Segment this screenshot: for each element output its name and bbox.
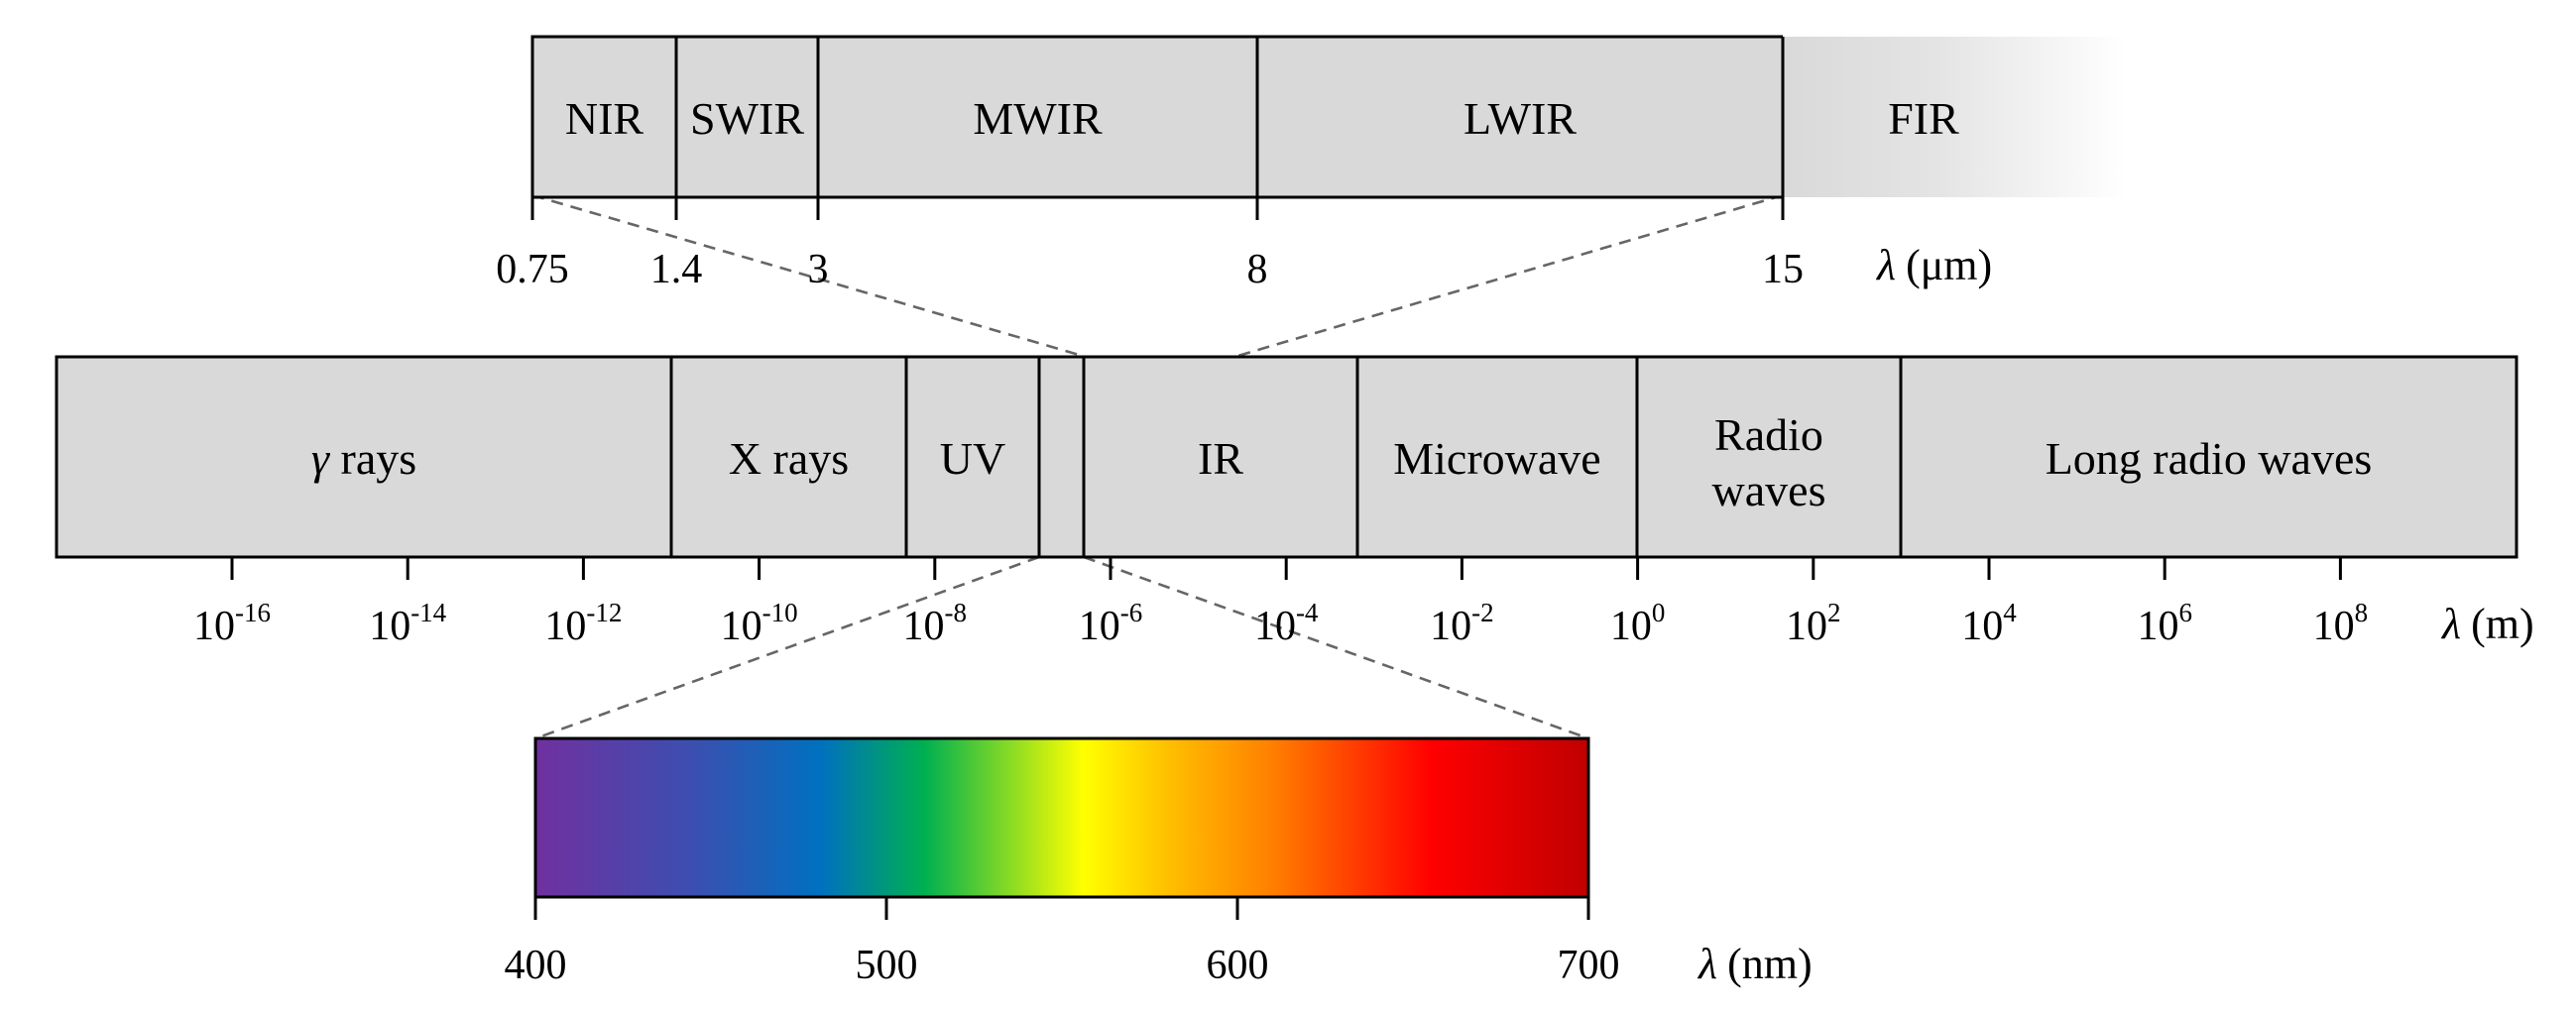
visible-tick-label: 700: [1558, 943, 1620, 988]
tick-exponent: -4: [1296, 598, 1319, 627]
spectrum-tick-label: 10-10: [721, 598, 798, 649]
spectrum-axis-unit: λ (m): [2440, 600, 2534, 648]
gamma-rays-text: rays: [329, 433, 416, 484]
tick-base: 10: [193, 604, 235, 649]
spectrum-band-label-uv: UV: [940, 433, 1005, 484]
zoom-guides: [531, 193, 1784, 740]
tick-exponent: -12: [586, 598, 622, 627]
tick-base: 10: [903, 604, 945, 649]
spectrum-band-label-long-radio-waves: Long radio waves: [2046, 433, 2373, 484]
visible-gradient-bar: [533, 736, 1590, 899]
tick-exponent: -16: [235, 598, 271, 627]
spectrum-unit-text: (m): [2471, 600, 2534, 648]
gamma-symbol: γ: [311, 433, 331, 484]
spectrum-tick-label: 102: [1786, 598, 1841, 649]
tick-base: 10: [1610, 604, 1652, 649]
visible-unit-text: (nm): [1727, 940, 1813, 988]
spectrum-band-label-x-rays: X rays: [729, 433, 849, 484]
tick-exponent: -2: [1471, 598, 1494, 627]
visible-zoom-guide-left: [534, 555, 1040, 740]
tick-base: 10: [1786, 604, 1827, 649]
spectrum-tick-label: 108: [2313, 598, 2369, 649]
tick-exponent: 2: [1827, 598, 1841, 627]
ir-tick-label: 8: [1247, 247, 1268, 292]
spectrum-tick-label: 10-4: [1254, 598, 1319, 649]
ir-tick-label: 1.4: [650, 247, 703, 292]
visible-zoom-guide-right: [1083, 555, 1589, 740]
tick-exponent: -10: [762, 598, 798, 627]
visible-axis-unit: λ (nm): [1697, 940, 1813, 988]
spectrum-tick-label: 10-14: [369, 598, 446, 649]
spectrum-band-label-line: waves: [1712, 465, 1826, 515]
ir-axis-unit: λ (μm): [1875, 241, 1992, 289]
spectrum-band-label-ir: IR: [1198, 433, 1243, 484]
tick-exponent: 4: [2003, 598, 2017, 627]
tick-exponent: 8: [2355, 598, 2369, 627]
spectrum-body: [55, 355, 2518, 559]
spectrum-tick-label: 104: [1961, 598, 2017, 649]
spectrum-tick-label: 10-12: [544, 598, 622, 649]
tick-base: 10: [1430, 604, 1471, 649]
ir-detail-band: NIR SWIR MWIR LWIR FIR 0.75 1.4 3 8 15 λ (μm): [496, 35, 2127, 292]
fir-region: [1783, 37, 2127, 197]
spectrum-band-label-radio-waves: Radio waves: [1712, 409, 1826, 515]
ir-tick-label: 3: [808, 247, 829, 292]
tick-base: 10: [369, 604, 410, 649]
ir-band-label-nir: NIR: [565, 93, 644, 144]
tick-base: 10: [721, 604, 762, 649]
ir-band-label-lwir: LWIR: [1464, 93, 1577, 144]
ir-detail-body: [532, 37, 1783, 197]
tick-base: 10: [1079, 604, 1120, 649]
spectrum-band-label-line: Radio: [1714, 409, 1823, 460]
ir-band-label-mwir: MWIR: [973, 93, 1103, 144]
ir-tick-label: 15: [1762, 247, 1804, 292]
spectrum-tick-label: 10-16: [193, 598, 271, 649]
tick-exponent: -14: [410, 598, 446, 627]
spectrum-tick-label: 106: [2137, 598, 2192, 649]
ir-band-label-fir: FIR: [1888, 93, 1959, 144]
spectrum-tick-label: 10-8: [903, 598, 968, 649]
tick-exponent: -6: [1120, 598, 1143, 627]
tick-base: 10: [2137, 604, 2178, 649]
ir-band-label-swir: SWIR: [690, 93, 804, 144]
tick-exponent: 0: [1652, 598, 1666, 627]
tick-exponent: -8: [945, 598, 968, 627]
spectrum-tick-label: 10-6: [1079, 598, 1143, 649]
ir-tick-label: 0.75: [496, 247, 569, 292]
ir-unit-text: (μm): [1906, 241, 1992, 289]
spectrum-tick-label: 100: [1610, 598, 1666, 649]
spectrum-band-label-microwave: Microwave: [1393, 433, 1600, 484]
tick-base: 10: [544, 604, 586, 649]
tick-base: 10: [1961, 604, 2003, 649]
ir-detail-outline: [530, 35, 1783, 199]
visible-tick-label: 400: [505, 943, 567, 988]
visible-tick-label: 500: [856, 943, 918, 988]
spectrum-unit-symbol: λ: [2440, 600, 2461, 648]
tick-base: 10: [1254, 604, 1296, 649]
visible-unit-symbol: λ: [1697, 940, 1717, 988]
spectrum-band: γ rays X rays UV IR Microwave Radio waves Long …: [55, 355, 2534, 649]
visible-tick-label: 600: [1207, 943, 1269, 988]
ir-unit-symbol: λ: [1875, 241, 1896, 289]
spectrum-tick-label: 10-2: [1430, 598, 1494, 649]
visible-spectrum-band: 400 500 600 700 λ (nm): [505, 736, 1813, 988]
ir-zoom-guide-left: [531, 193, 1087, 359]
tick-base: 10: [2313, 604, 2355, 649]
tick-exponent: 6: [2178, 598, 2192, 627]
ir-zoom-guide-right: [1233, 193, 1784, 359]
spectrum-band-label-rays: γ rays: [311, 433, 416, 484]
